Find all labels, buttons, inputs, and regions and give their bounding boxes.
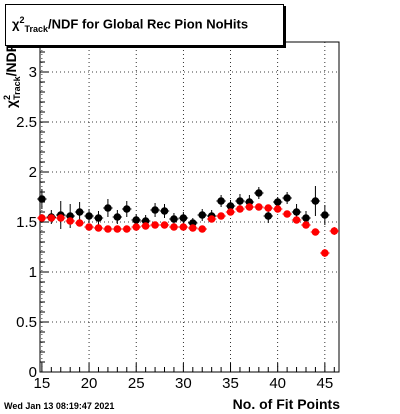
x-axis-title: No. of Fit Points [232,396,340,412]
data-point [179,223,188,231]
data-point [151,221,159,229]
data-point [255,203,263,211]
x-tick-label: 25 [128,375,145,392]
data-point [264,212,273,220]
y-axis-title: χ2Track/NDF [2,43,22,108]
data-point [132,216,141,224]
data-point [264,204,273,212]
x-tick-label: 20 [81,375,98,392]
data-point [283,194,291,202]
data-point [311,228,320,236]
data-point [273,198,282,206]
data-point [170,215,178,223]
data-point [311,197,320,205]
data-point [104,204,112,212]
y-tick-label: 2.5 [16,114,37,131]
data-point [255,189,263,197]
x-tick-label: 30 [175,375,192,392]
data-point [151,206,159,214]
data-point [132,223,141,231]
y-tick-label: 3 [29,64,37,81]
y-tick-label: 2 [29,164,37,181]
data-point [236,197,244,205]
data-point [113,225,122,233]
data-point [245,203,254,211]
data-point [160,221,169,229]
data-point [292,208,301,216]
data-point [207,215,216,223]
data-point [122,225,131,233]
data-point [38,214,46,222]
data-point [292,216,301,224]
data-point [141,222,150,230]
data-point [273,205,282,213]
series-0 [37,186,330,229]
data-point [302,221,310,229]
data-point [122,205,131,213]
chart-title-box: χ2Track/NDF for Global Rec Pion NoHits [5,4,284,46]
data-point [85,212,93,220]
data-point [47,214,56,222]
data-point [104,225,112,233]
data-point [189,224,197,232]
data-point [226,202,235,210]
data-point [75,208,84,216]
data-point [321,211,329,219]
y-tick-label: 0.5 [16,314,37,331]
data-marks [37,186,339,257]
data-point [66,217,74,225]
x-tick-label: 45 [317,375,334,392]
x-tick-label: 15 [34,375,51,392]
date-stamp: Wed Jan 13 08:19:47 2021 [4,401,115,411]
y-tick-label: 1 [29,264,37,281]
x-tick-label: 35 [222,375,239,392]
plot-frame [39,41,340,373]
series-1 [37,203,339,257]
data-point [113,213,122,221]
data-point [38,195,46,203]
data-point [217,212,225,220]
data-point [56,214,65,222]
x-tick-label: 40 [269,375,286,392]
data-point [198,211,207,219]
y-tick-label: 0 [29,364,37,381]
axes: 15 20 25 30 35 40 45 0 0.5 1 1.5 2 2.5 3 [16,41,335,392]
data-point [321,249,329,257]
data-point [330,227,339,235]
data-point [75,219,84,227]
data-point [236,205,244,213]
data-point [226,208,235,216]
data-point [170,223,178,231]
data-point [160,207,169,215]
data-point [302,214,310,222]
data-point [94,224,103,232]
data-point [217,197,225,205]
y-tick-label: 1.5 [16,214,37,231]
data-point [179,214,188,222]
data-point [85,223,93,231]
data-point [94,214,103,222]
chart-title: χ2Track/NDF for Global Rec Pion NoHits [12,15,249,34]
data-point [283,210,291,218]
data-point [198,225,207,233]
